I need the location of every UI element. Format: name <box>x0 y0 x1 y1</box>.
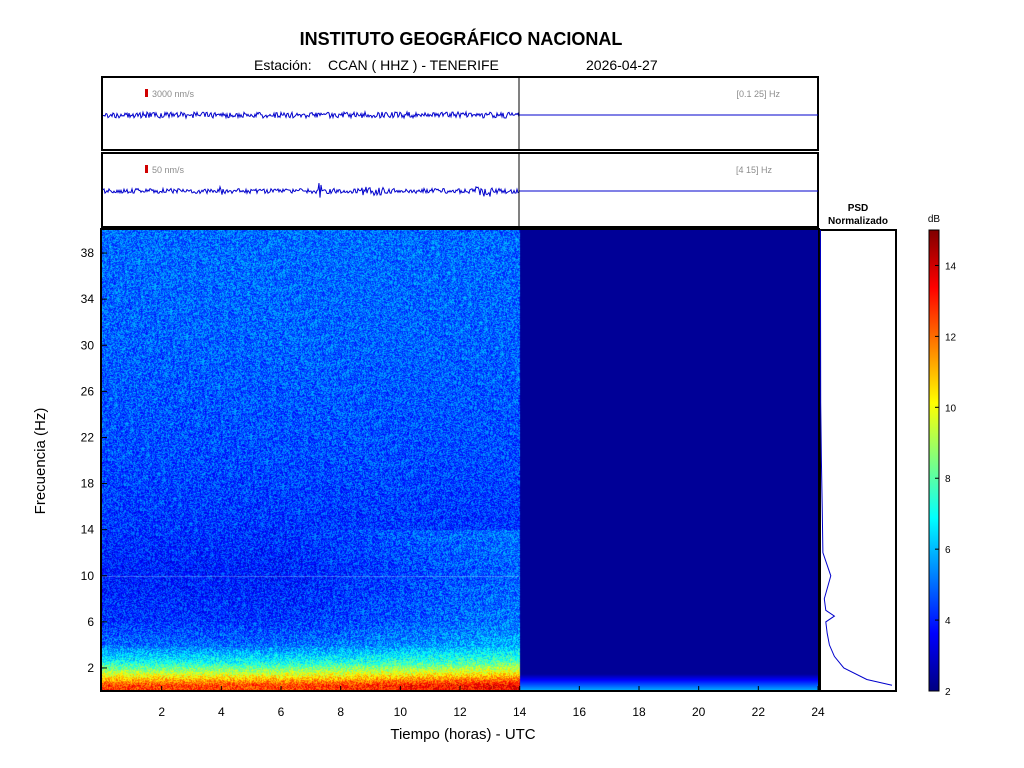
psd-subtitle: Normalizado <box>828 216 888 227</box>
y-tick-label: 6 <box>87 615 94 629</box>
x-tick-label: 4 <box>218 705 225 719</box>
trace2-scale-label: 50 nm/s <box>152 165 185 175</box>
trace1-scale-label: 3000 nm/s <box>152 89 195 99</box>
psd-curve <box>819 229 893 686</box>
y-tick-label: 34 <box>81 292 95 306</box>
colorbar: dB 2 4 6 8 10 12 14 <box>928 214 957 698</box>
station-prefix: Estación: <box>254 57 312 73</box>
trace-panel-broadband: 3000 nm/s [0.1 25] Hz <box>101 76 819 151</box>
colorbar-tick-label: 10 <box>945 403 957 414</box>
psd-title: PSD <box>848 203 869 214</box>
scale-bar-icon <box>145 89 148 97</box>
trace2-waveform <box>102 183 520 198</box>
colorbar-tick-label: 8 <box>945 474 951 485</box>
colorbar-tick-label: 2 <box>945 687 951 698</box>
x-tick-label: 20 <box>692 705 706 719</box>
x-tick-label: 24 <box>811 705 825 719</box>
y-tick-label: 14 <box>81 523 95 537</box>
x-tick-label: 8 <box>337 705 344 719</box>
trace1-waveform <box>102 110 520 120</box>
y-tick-label: 26 <box>81 384 95 398</box>
page-title: INSTITUTO GEOGRÁFICO NACIONAL <box>300 28 623 49</box>
colorbar-tick-label: 14 <box>945 261 957 272</box>
x-tick-label: 6 <box>278 705 285 719</box>
x-tick-label: 14 <box>513 705 527 719</box>
date-label: 2026-04-27 <box>586 57 658 73</box>
trace2-band-label: [4 15] Hz <box>736 165 773 175</box>
trace-panel-filtered: 50 nm/s [4 15] Hz <box>101 152 819 228</box>
colorbar-tick-label: 4 <box>945 616 951 627</box>
x-tick-label: 22 <box>752 705 766 719</box>
y-tick-label: 2 <box>87 661 94 675</box>
y-tick-label: 18 <box>81 477 95 491</box>
x-tick-label: 16 <box>573 705 587 719</box>
colorbar-tick-label: 12 <box>945 332 957 343</box>
colorbar-unit: dB <box>928 214 941 225</box>
y-tick-label: 38 <box>81 246 95 260</box>
x-tick-label: 2 <box>158 705 165 719</box>
spectrogram-canvas <box>102 230 818 691</box>
y-tick-label: 10 <box>81 569 95 583</box>
x-tick-label: 12 <box>453 705 467 719</box>
colorbar-tick-label: 6 <box>945 545 951 556</box>
x-axis: 2 4 6 8 10 12 14 16 18 20 22 24 <box>158 686 825 719</box>
x-axis-label: Tiempo (horas) - UTC <box>390 726 535 743</box>
psd-panel: PSD Normalizado <box>819 203 897 692</box>
x-tick-label: 10 <box>394 705 408 719</box>
y-tick-label: 22 <box>81 430 95 444</box>
trace1-band-label: [0.1 25] Hz <box>736 89 780 99</box>
y-tick-label: 30 <box>81 338 95 352</box>
y-axis-label: Frecuencia (Hz) <box>32 408 49 515</box>
scale-bar-icon <box>145 165 148 173</box>
x-tick-label: 18 <box>632 705 646 719</box>
station-name: CCAN ( HHZ ) - TENERIFE <box>328 57 499 73</box>
